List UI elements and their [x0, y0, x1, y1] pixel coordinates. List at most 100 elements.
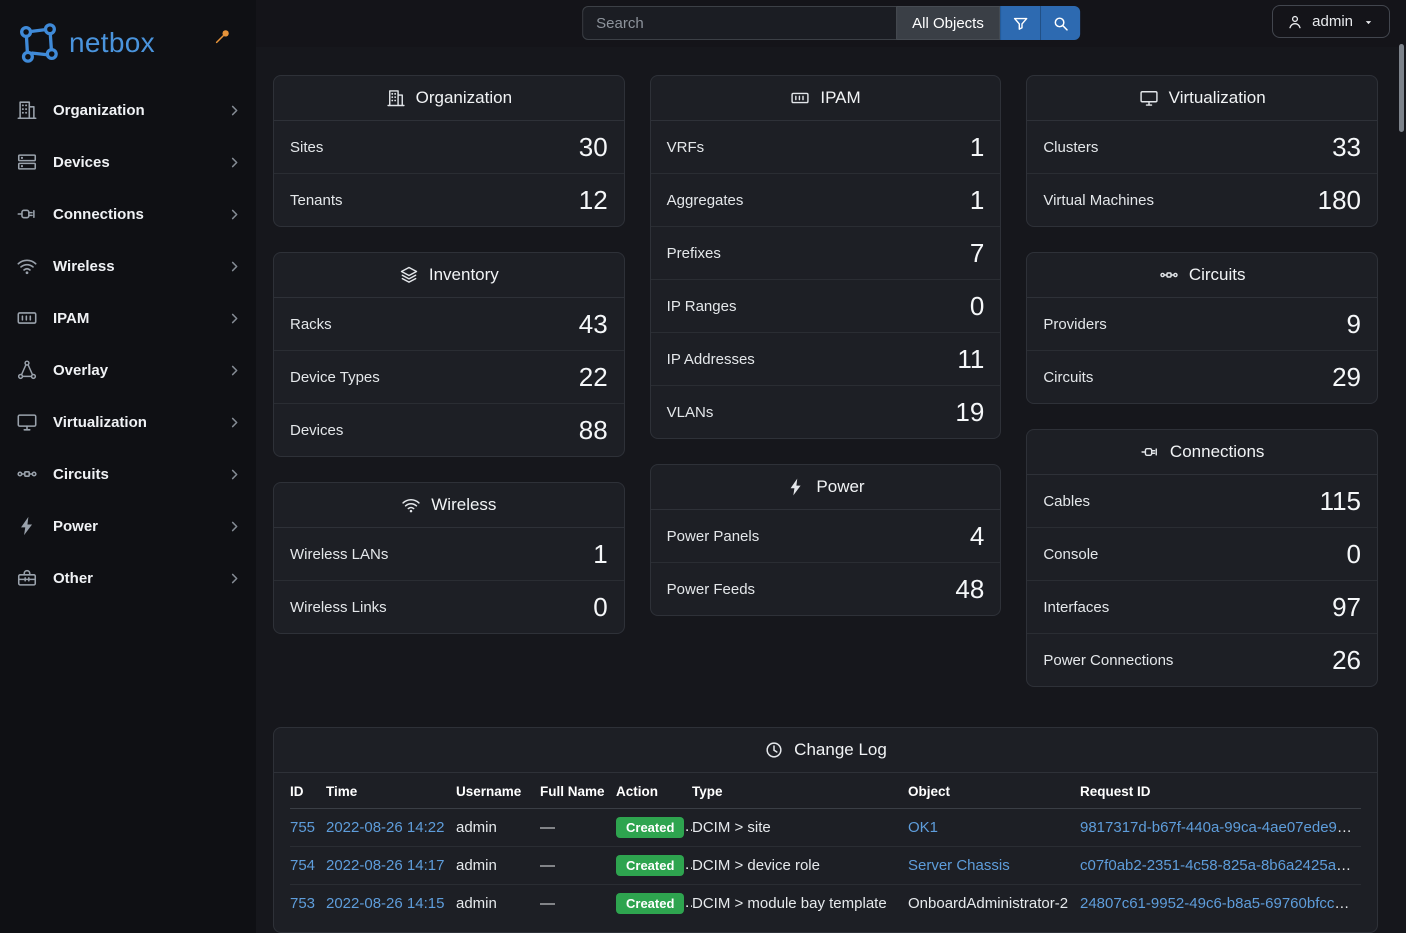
card-ipam: IPAM VRFs 1 Aggregates 1 Prefixes 7	[649, 75, 1002, 439]
change-full-name: —	[540, 819, 555, 836]
sidebar-item-organization[interactable]: Organization	[0, 84, 256, 136]
stat-value-link[interactable]: 0	[593, 592, 608, 622]
toolbox-icon	[16, 567, 38, 589]
stat-value-link[interactable]: 0	[1346, 539, 1362, 569]
card-organization: Organization Sites 30 Tenants 12	[273, 75, 625, 227]
stat-label: Power Connections	[1043, 651, 1174, 669]
chevron-right-icon	[227, 415, 242, 430]
sidebar-item-label: Virtualization	[53, 413, 147, 431]
card-header: Connections	[1027, 430, 1378, 475]
stat-value-link[interactable]: 1	[969, 185, 985, 215]
action-badge: Created	[616, 855, 685, 876]
change-object-link[interactable]: OK1	[908, 819, 939, 836]
sidebar-item-other[interactable]: Other	[0, 552, 256, 604]
stat-row: Providers 9	[1027, 298, 1377, 350]
stat-label: Interfaces	[1043, 598, 1110, 616]
stat-value-link[interactable]: 22	[578, 362, 608, 392]
chevron-right-icon	[227, 103, 242, 118]
netbox-home-link[interactable]: netbox	[16, 21, 155, 65]
chevron-right-icon	[227, 467, 242, 482]
stat-label: Sites	[290, 138, 324, 156]
stat-value-link[interactable]: 29	[1332, 362, 1362, 392]
stat-value-link[interactable]: 48	[955, 574, 985, 604]
stat-value-link[interactable]: 180	[1317, 185, 1362, 215]
sidebar-item-virtualization[interactable]: Virtualization	[0, 396, 256, 448]
sidebar-item-connections[interactable]: Connections	[0, 188, 256, 240]
stat-value-link[interactable]: 30	[578, 132, 608, 162]
bolt-icon	[16, 515, 38, 537]
card-title: Connections	[1169, 442, 1265, 461]
card-title: Change Log	[794, 740, 887, 759]
sidebar-item-label: Overlay	[53, 361, 109, 379]
card-header: Circuits	[1027, 253, 1378, 298]
stat-value-link[interactable]: 43	[578, 309, 608, 339]
sidebar-item-ipam[interactable]: IPAM	[0, 292, 256, 344]
search-input[interactable]	[582, 6, 897, 40]
stat-value-link[interactable]: 0	[969, 291, 985, 321]
layers-icon	[399, 265, 419, 285]
card-title: Virtualization	[1168, 88, 1266, 107]
stat-value-link[interactable]: 4	[969, 521, 985, 551]
sidebar-item-overlay[interactable]: Overlay	[0, 344, 256, 396]
scrollbar-thumb[interactable]	[1399, 44, 1404, 132]
sidebar-item-power[interactable]: Power	[0, 500, 256, 552]
stat-label: VLANs	[666, 403, 714, 421]
stat-value-link[interactable]: 11	[957, 344, 985, 374]
change-id-link[interactable]: 753	[290, 895, 316, 912]
change-time-link[interactable]: 2022-08-26 14:22	[326, 819, 445, 836]
main-area: All Objects admin	[256, 0, 1406, 933]
card-wireless: Wireless Wireless LANs 1 Wireless Links …	[273, 482, 625, 634]
column-header-type: Type	[692, 773, 908, 809]
stat-value-link[interactable]: 19	[955, 397, 985, 427]
change-id-link[interactable]: 755	[290, 819, 316, 836]
stat-value-link[interactable]: 33	[1332, 132, 1362, 162]
counter-icon	[16, 307, 38, 329]
search-button[interactable]	[1039, 6, 1080, 40]
stat-card-grid: Organization Sites 30 Tenants 12	[273, 75, 1379, 687]
stat-value-link[interactable]: 88	[578, 415, 608, 445]
sidebar-item-circuits[interactable]: Circuits	[0, 448, 256, 500]
stat-label: Aggregates	[666, 191, 744, 209]
stat-value-link[interactable]: 26	[1332, 645, 1362, 675]
stat-row: Racks 43	[274, 298, 624, 350]
card-header: Power	[650, 465, 1001, 510]
change-time-link[interactable]: 2022-08-26 14:17	[326, 857, 445, 874]
stat-label: Wireless LANs	[290, 545, 389, 563]
user-menu-button[interactable]: admin	[1272, 5, 1390, 38]
sidebar-item-wireless[interactable]: Wireless	[0, 240, 256, 292]
request-id-link[interactable]: 9817317d-b67f-440a-99ca-4ae07ede94df	[1080, 819, 1358, 836]
request-id-link[interactable]: 24807c61-9952-49c6-b8a5-69760bfcc4b3	[1080, 895, 1360, 912]
stat-row: Tenants 12	[274, 173, 624, 226]
stat-row: Circuits 29	[1027, 350, 1378, 403]
stat-row: Clusters 33	[1027, 121, 1377, 173]
stat-label: Power Feeds	[666, 580, 756, 598]
stat-value-link[interactable]: 115	[1319, 486, 1362, 516]
stat-value-link[interactable]: 1	[593, 539, 608, 569]
sidebar-pin-icon[interactable]	[214, 27, 232, 45]
stat-label: IP Addresses	[666, 350, 755, 368]
counter-icon	[790, 88, 810, 108]
stat-value-link[interactable]: 1	[969, 132, 985, 162]
filter-button[interactable]	[999, 6, 1040, 40]
change-time-link[interactable]: 2022-08-26 14:15	[326, 895, 445, 912]
request-id-link[interactable]: c07f0ab2-2351-4c58-825a-8b6a2425a1ab	[1080, 857, 1361, 874]
sidebar-item-label: IPAM	[53, 309, 90, 327]
change-object-link[interactable]: Server Chassis	[908, 857, 1010, 874]
dashboard-column-2: IPAM VRFs 1 Aggregates 1 Prefixes 7	[649, 75, 1002, 687]
column-header-id: ID	[290, 773, 326, 809]
stat-label: Power Panels	[666, 527, 760, 545]
sidebar-item-devices[interactable]: Devices	[0, 136, 256, 188]
chevron-right-icon	[227, 519, 242, 534]
stat-value-link[interactable]: 97	[1332, 592, 1362, 622]
object-type-selector[interactable]: All Objects	[896, 6, 1000, 40]
column-header-time: Time	[326, 773, 456, 809]
change-log-card: Change Log ID Time Username	[273, 727, 1378, 933]
chevron-right-icon	[227, 311, 242, 326]
card-title: Power	[816, 477, 865, 496]
stat-row: Cables 115	[1027, 475, 1377, 527]
stat-value-link[interactable]: 12	[578, 185, 608, 215]
card-title: IPAM	[820, 88, 861, 107]
stat-value-link[interactable]: 7	[969, 238, 985, 268]
stat-value-link[interactable]: 9	[1346, 309, 1362, 339]
change-id-link[interactable]: 754	[290, 857, 316, 874]
